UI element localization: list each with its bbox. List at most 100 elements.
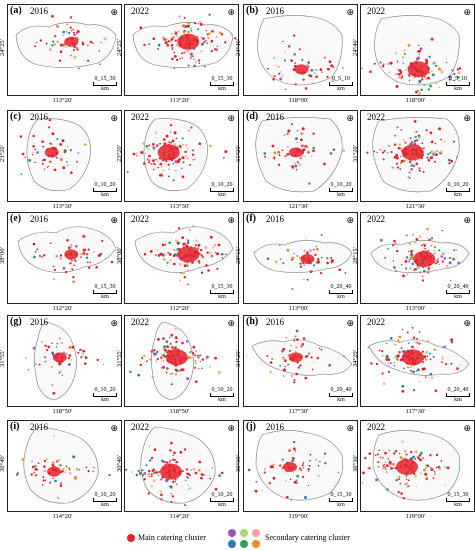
cluster-point: [93, 466, 95, 469]
cluster-point: [427, 77, 430, 80]
cluster-point: [172, 179, 175, 182]
cluster-point: [171, 46, 174, 50]
cluster-point: [47, 345, 50, 349]
scale-bar: 0_20_40 km: [329, 387, 353, 403]
cluster-point: [438, 466, 441, 469]
cluster-point: [364, 456, 367, 460]
cluster-point: [76, 160, 78, 163]
cluster-point: [404, 69, 407, 72]
longitude-label: 113°20′: [169, 97, 190, 104]
cluster-point: [400, 264, 403, 266]
cluster-point: [277, 152, 280, 155]
cluster-point: [408, 485, 410, 487]
cluster-point: [33, 255, 36, 259]
cluster-point: [209, 477, 212, 480]
cluster-point: [430, 140, 434, 144]
cluster-point: [61, 374, 64, 376]
cluster-point: [397, 72, 401, 76]
cluster-point: [173, 249, 176, 252]
cluster-point: [86, 253, 89, 256]
cluster-point: [147, 469, 151, 473]
cluster-point: [199, 21, 201, 23]
cluster-point: [157, 338, 160, 341]
cluster-point: [156, 350, 159, 353]
cluster-point: [77, 351, 80, 354]
cluster-point: [74, 259, 77, 262]
cluster-point: [69, 244, 71, 247]
cluster-point: [171, 346, 174, 349]
cluster-point: [33, 471, 35, 474]
cluster-point: [175, 249, 178, 252]
longitude-label: 121°30′: [288, 203, 309, 210]
cluster-point: [387, 152, 389, 154]
cluster-point: [78, 349, 81, 352]
cluster-point: [84, 248, 87, 251]
cluster-point: [407, 176, 409, 178]
cluster-point: [189, 350, 192, 353]
cluster-point: [197, 356, 200, 359]
main-cluster-core: [157, 144, 180, 161]
cluster-point: [400, 360, 402, 362]
cluster-point: [42, 145, 44, 148]
cluster-point: [307, 65, 310, 68]
cluster-point: [171, 49, 173, 51]
cluster-point: [76, 30, 80, 33]
cluster-point: [295, 346, 297, 348]
cluster-point: [308, 352, 311, 355]
cluster-point: [326, 261, 329, 265]
cluster-point: [161, 166, 163, 168]
panel-year: 2016: [266, 422, 284, 432]
cluster-point: [160, 478, 162, 481]
cluster-point: [443, 253, 445, 255]
main-cluster-core: [300, 254, 315, 264]
panel-year: 2022: [131, 6, 149, 16]
cluster-point: [399, 452, 401, 455]
cluster-point: [418, 54, 420, 56]
scale-bar: 0_10_20 km: [93, 387, 117, 403]
longitude-label: 118°50′: [52, 408, 73, 415]
cluster-point: [423, 245, 426, 248]
cluster-point: [58, 362, 62, 366]
cluster-point: [162, 138, 166, 141]
cluster-point: [429, 372, 433, 376]
cluster-point: [410, 167, 413, 171]
cluster-point: [195, 239, 198, 242]
cluster-point: [99, 63, 101, 66]
cluster-point: [390, 150, 393, 154]
map-drawing: [25, 321, 105, 401]
cluster-point: [31, 460, 33, 462]
cluster-point: [108, 474, 111, 477]
cluster-point: [169, 131, 172, 133]
panel-year: 2022: [131, 422, 149, 432]
cluster-point: [294, 162, 297, 165]
cluster-point: [446, 62, 448, 64]
cluster-point: [390, 467, 393, 470]
cluster-point: [59, 484, 63, 487]
cluster-point: [194, 471, 198, 475]
north-arrow-icon: ⊕: [110, 215, 118, 225]
cluster-point: [190, 356, 193, 359]
cluster-point: [432, 477, 435, 479]
cluster-point: [287, 44, 291, 48]
cluster-point: [173, 131, 177, 135]
cluster-point: [68, 468, 71, 471]
cluster-point: [190, 469, 192, 471]
scale-bar: 0_15_30 km: [446, 492, 470, 508]
cluster-point: [80, 256, 82, 258]
cluster-point: [194, 361, 198, 365]
cluster-point: [71, 259, 73, 262]
cluster-point: [279, 244, 281, 246]
cluster-point: [64, 471, 66, 474]
cluster-point: [278, 72, 281, 75]
north-arrow-icon: ⊕: [463, 215, 471, 225]
cluster-point: [407, 342, 410, 344]
cluster-point: [424, 247, 427, 250]
cluster-point: [396, 356, 399, 359]
cluster-point: [324, 56, 327, 59]
secondary-swatch-6: [252, 540, 260, 548]
cluster-point: [210, 39, 214, 43]
map-panel-i-left: (i) 2016 ⊕ 0_10_20 km: [7, 420, 122, 512]
cluster-point: [215, 48, 218, 52]
cluster-point: [153, 448, 157, 452]
cluster-point: [142, 142, 146, 145]
